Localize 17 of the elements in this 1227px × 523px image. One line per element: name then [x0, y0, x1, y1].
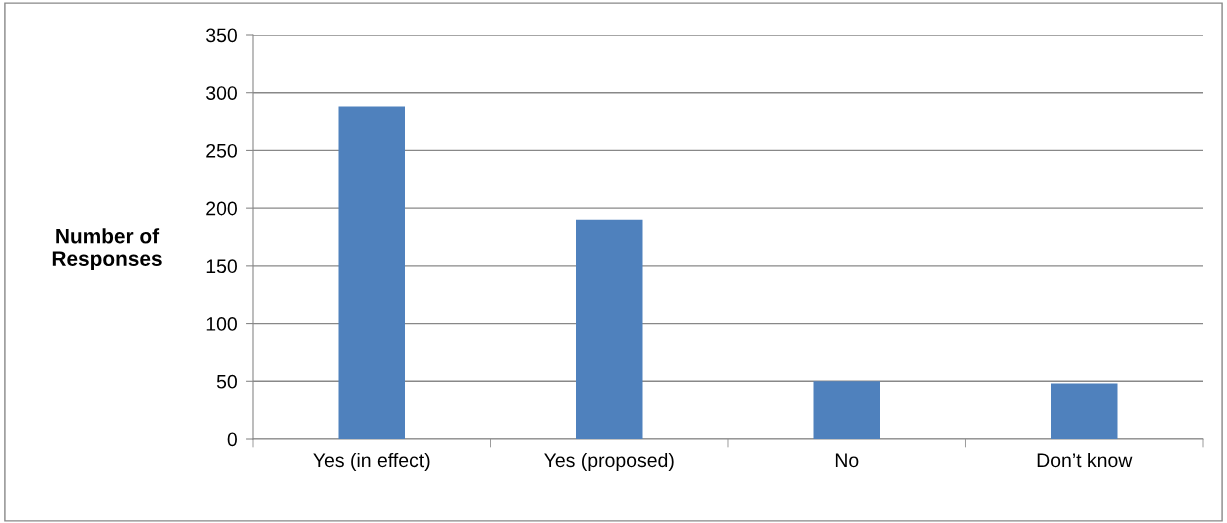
y-tick-label: 350	[206, 28, 237, 43]
bar	[1051, 383, 1118, 439]
y-tick-label: 250	[206, 143, 237, 158]
x-tick-label: Yes (proposed)	[544, 452, 674, 472]
y-tick-label: 50	[216, 374, 237, 389]
bar	[576, 219, 643, 439]
y-tick-label: 100	[206, 317, 237, 331]
y-tick-label: 300	[206, 86, 237, 100]
bar	[813, 381, 880, 439]
y-tick-label: 0	[227, 432, 237, 447]
bar	[338, 106, 405, 439]
x-tick-label: Yes (in effect)	[313, 452, 430, 472]
y-tick-label: 200	[206, 201, 237, 216]
y-axis-title: Number of Responses	[52, 228, 162, 271]
x-tick-label: Don’t know	[1037, 452, 1133, 468]
x-tick-label: No	[835, 453, 859, 468]
y-tick-label: 150	[206, 259, 237, 274]
